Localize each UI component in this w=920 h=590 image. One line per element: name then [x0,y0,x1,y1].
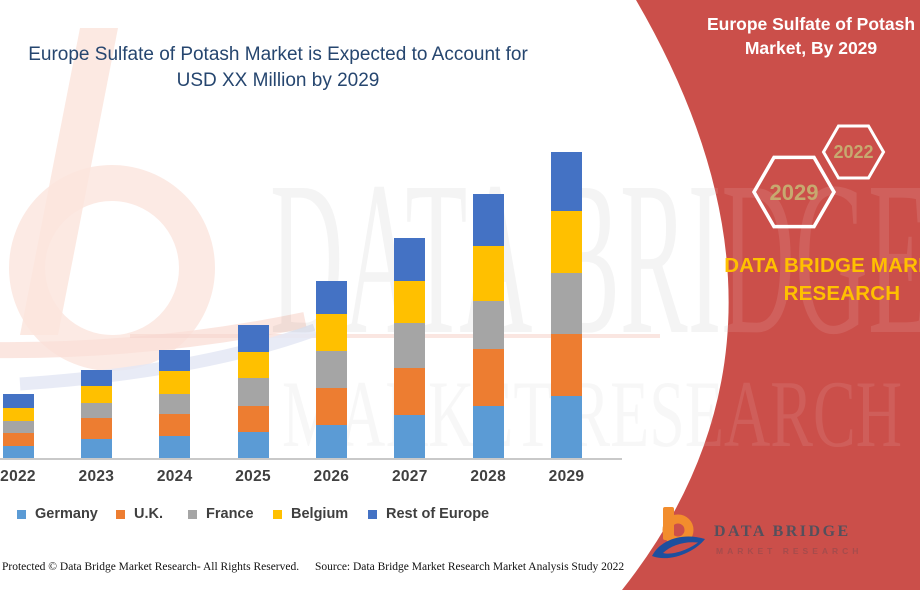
legend-swatch [116,509,125,519]
brand-wordmark-line1: DATA BRIDGE MARKET [724,254,920,277]
legend-item-u-k-: U.K. [116,506,163,522]
bar-segment-u-k- [315,388,347,425]
panel-title: Europe Sulfate of Potash Market, By 2029 [698,12,920,60]
bar-segment-germany [394,415,426,458]
x-tick-label: 2028 [470,468,507,485]
legend-swatch [188,509,197,519]
bar-segment-france [237,378,269,406]
x-tick-label: 2027 [391,468,428,485]
footer-copyright: Protected © Data Bridge Market Research-… [2,561,300,573]
bar-segment-belgium [472,246,504,301]
watermark-text-line2-on-red: MARKET RESEARCH [282,361,902,467]
hexagon-2022 [821,124,886,180]
bar-segment-germany [315,425,347,458]
hexagon-2029-year: 2029 [769,180,819,205]
bar-segment-germany [2,446,34,458]
x-tick-label: 2022 [0,468,36,485]
legend-swatch [273,509,282,519]
bar-segment-rest-of-europe [159,350,191,371]
bar-segment-u-k- [472,349,504,406]
x-tick-label: 2023 [78,468,115,485]
page-title-line1: Europe Sulfate of Potash Market is Expec… [28,44,528,65]
bar-segment-belgium [315,314,347,351]
brand-wordmark: DATA BRIDGE MARKET RESEARCH [716,252,920,308]
bar-segment-france [394,323,426,368]
data-bridge-logo-icon [652,507,705,559]
bar-segment-germany [472,406,504,458]
x-tick-label: 2029 [548,468,585,485]
bar-segment-u-k- [551,334,582,396]
bar-segment-u-k- [80,418,112,439]
bar-segment-germany [80,439,112,458]
brand-wordmark-line2: RESEARCH [783,282,901,305]
bar-segment-france [80,403,112,418]
legend-label: U.K. [134,506,163,522]
footer-source: Source: Data Bridge Market Research Mark… [315,561,625,573]
x-tick-label: 2024 [156,468,193,485]
bar-segment-belgium [159,371,191,394]
legend-item-belgium: Belgium [273,506,348,522]
bar-segment-u-k- [2,433,34,446]
bar-segment-france [159,394,191,414]
legend-item-france: France [188,506,254,522]
legend-label: France [206,506,254,522]
x-axis-line [0,458,622,460]
bar-segment-rest-of-europe [394,238,426,281]
x-tick-label: 2026 [313,468,350,485]
legend-label: Rest of Europe [386,506,490,522]
bar-segment-rest-of-europe [472,194,504,246]
bar-segment-u-k- [159,414,191,436]
bar-segment-france [2,421,34,433]
panel-title-line2: Market, By 2029 [744,38,878,58]
legend-label: Belgium [291,506,349,522]
bar-segment-france [315,351,347,388]
bar-segment-france [551,273,582,334]
hexagon-2022-year: 2022 [833,142,874,162]
logo-subtitle-text: MARKET RESEARCH [716,546,863,556]
bar-segment-germany [551,396,582,458]
bar-segment-rest-of-europe [237,325,269,352]
bar-segment-belgium [394,281,426,323]
bar-segment-rest-of-europe [551,152,582,211]
legend-item-rest-of-europe: Rest of Europe [368,506,489,522]
bar-segment-rest-of-europe [2,394,34,408]
bar-segment-rest-of-europe [315,281,347,314]
bar-segment-u-k- [394,368,426,415]
legend-item-germany: Germany [17,506,98,522]
bar-segment-france [472,301,504,349]
stacked-bar-chart [2,152,582,458]
bar-segment-belgium [2,408,34,421]
page-title: Europe Sulfate of Potash Market is Expec… [0,42,556,94]
bar-segment-belgium [237,352,269,378]
x-tick-label: 2025 [235,468,271,485]
bar-segment-u-k- [237,406,269,432]
legend-swatch [17,509,26,519]
bar-segment-rest-of-europe [80,370,112,386]
bar-segment-belgium [80,386,112,403]
page-title-line2: USD XX Million by 2029 [176,70,380,91]
panel-title-line1: Europe Sulfate of Potash [706,14,916,34]
bar-segment-germany [237,432,269,458]
legend-swatch [368,509,377,519]
hexagon-2029 [751,155,837,229]
bar-segment-germany [159,436,191,458]
data-bridge-logo: DATA BRIDGE MARKET RESEARCH [650,505,880,567]
bar-segment-belgium [551,211,582,273]
logo-name-text: DATA BRIDGE [714,523,851,540]
legend-label: Germany [35,506,98,522]
